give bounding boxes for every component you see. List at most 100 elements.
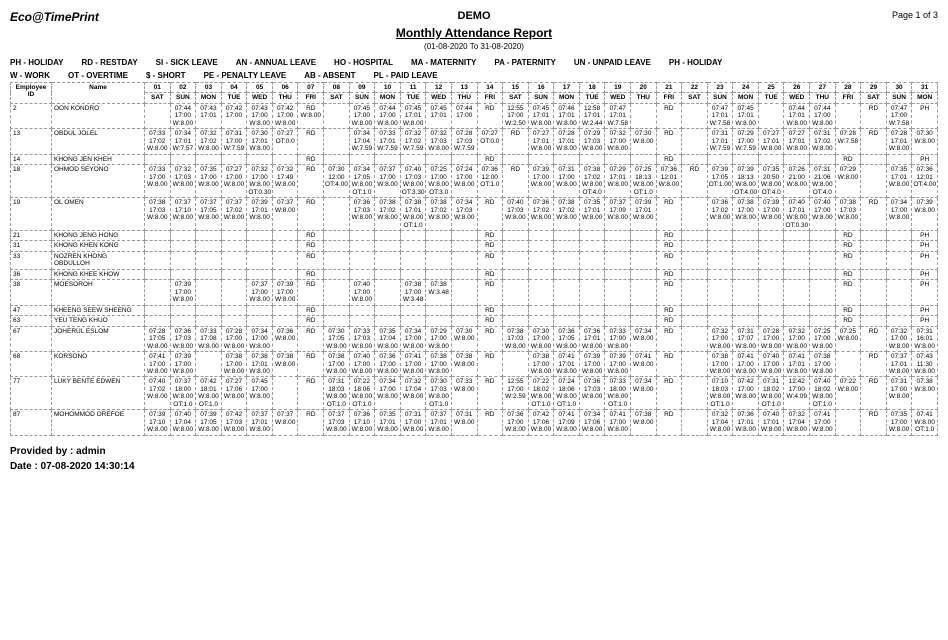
cell-day: 07:3217:00W:8.00 — [784, 326, 810, 351]
cell-day — [630, 316, 656, 326]
cell-day — [554, 316, 580, 326]
cell-day — [886, 154, 912, 164]
cell-day: 07:33W:8.00 — [451, 377, 477, 410]
col-day: 17 — [554, 83, 580, 93]
cell-day: RD — [656, 316, 682, 326]
cell-day — [272, 377, 298, 410]
cell-day: 07:3817:02W:8.00 — [375, 198, 401, 231]
cell-day: RD — [835, 251, 861, 269]
cell-day — [426, 241, 452, 251]
col-day: 09 — [349, 83, 375, 93]
cell-day: 07:2517:00W:8.00OT:3.0 — [426, 165, 452, 198]
col-day: 06 — [272, 83, 298, 93]
cell-day: 07:37W:8.00 — [272, 410, 298, 435]
cell-day: PH — [912, 305, 938, 315]
cell-day: 07:30W:8.00 — [912, 129, 938, 154]
cell-day — [528, 251, 554, 269]
col-day: 28 — [835, 83, 861, 93]
cell-day: PH — [912, 103, 938, 128]
cell-day — [375, 154, 401, 164]
col-day: 29 — [861, 83, 887, 93]
cell-day: RD — [503, 129, 529, 154]
cell-day: 07:3117:02W:8.00 — [810, 129, 836, 154]
col-dow: SUN — [170, 93, 196, 103]
cell-day: 07:4217:03W:8.00 — [221, 410, 247, 435]
cell-day — [503, 230, 529, 240]
cell-day — [196, 230, 222, 240]
cell-day — [375, 251, 401, 269]
cell-day: 07:4517:00W:8.00 — [247, 377, 273, 410]
col-day: 13 — [451, 83, 477, 93]
cell-day: 07:3617:01W:8.00 — [733, 410, 759, 435]
col-day: 20 — [630, 83, 656, 93]
cell-day: RD — [656, 198, 682, 231]
legend-item: PH - HOLIDAY — [10, 58, 64, 67]
cell-day: PH — [912, 251, 938, 269]
cell-day — [682, 280, 708, 305]
cell-day: PH — [912, 269, 938, 279]
cell-day: RD — [656, 269, 682, 279]
cell-day: 07:3017:03W:8.00OT:1.0 — [426, 377, 452, 410]
cell-day: 07:3217:00W:8.00 — [886, 326, 912, 351]
cell-day: 07:3217:49W:8.00 — [272, 165, 298, 198]
cell-day: 07:3817:02W:8.00 — [426, 198, 452, 231]
cell-day — [324, 241, 350, 251]
cell-day: RD — [477, 305, 503, 315]
cell-day — [810, 251, 836, 269]
cell-day — [349, 305, 375, 315]
cell-day — [682, 198, 708, 231]
cell-day: 12:5517:00W:2.50 — [503, 103, 529, 128]
cell-day: 07:3617:00W:8.00 — [503, 410, 529, 435]
cell-day: 07:2817:03W:7.59 — [451, 129, 477, 154]
cell-day — [784, 316, 810, 326]
cell-day — [579, 230, 605, 240]
cell-day: 07:3817:00W:8.00 — [528, 352, 554, 377]
cell-day: 07:3617:03W:8.00 — [579, 377, 605, 410]
cell-day — [886, 280, 912, 305]
cell-day: RD — [656, 377, 682, 410]
cell-day: 07:34W:8.00 — [630, 377, 656, 410]
cell-day: RD — [298, 280, 324, 305]
cell-day: 07:2717:01W:8.00 — [758, 129, 784, 154]
cell-day — [272, 316, 298, 326]
cell-day: 07:3217:02W:7.59 — [400, 129, 426, 154]
cell-day: RD — [477, 269, 503, 279]
cell-day — [861, 280, 887, 305]
cell-day: 07:4417:01W:8.00 — [784, 103, 810, 128]
cell-day: RD — [477, 326, 503, 351]
cell-emp-id: 18 — [11, 165, 52, 198]
cell-day — [707, 251, 733, 269]
cell-day: RD — [298, 154, 324, 164]
cell-day: 07:4017:03W:8.00 — [503, 198, 529, 231]
cell-day: RD — [656, 280, 682, 305]
cell-day — [145, 269, 171, 279]
cell-day — [451, 230, 477, 240]
cell-day: RD — [298, 251, 324, 269]
cell-emp-id: 19 — [11, 198, 52, 231]
table-row: 14KHONG JEN KHEHRDRDRDRDPH — [11, 154, 938, 164]
cell-day — [758, 103, 784, 128]
cell-day — [503, 352, 529, 377]
cell-day — [758, 241, 784, 251]
col-day: 12 — [426, 83, 452, 93]
table-row: 2OON KONDRO07:4417:00W:8.0007:4317:0107:… — [11, 103, 938, 128]
cell-day: 07:3318:00W:8.00OT:1.0 — [605, 377, 631, 410]
cell-day: RD — [835, 280, 861, 305]
cell-day — [605, 280, 631, 305]
cell-day: 07:3017:01W:8.00 — [247, 129, 273, 154]
cell-day — [503, 241, 529, 251]
cell-day: 07:3718:00W:8.00OT:1.0 — [170, 377, 196, 410]
cell-day: PH — [912, 280, 938, 305]
cell-day — [682, 410, 708, 435]
cell-day: 07:3217:04W:8.00 — [784, 410, 810, 435]
cell-day: 07:3317:03W:8.00 — [349, 326, 375, 351]
cell-day: RD — [835, 241, 861, 251]
cell-emp-id: 2 — [11, 103, 52, 128]
table-row: 47KHEENG SEEW SHEENGRDRDRDRDPH — [11, 305, 938, 315]
cell-day: 07:4017:01W:8.00 — [758, 410, 784, 435]
cell-day — [810, 154, 836, 164]
cell-day: 07:3917:00W:8.00 — [605, 352, 631, 377]
cell-day: 07:3417:03W:8.00 — [451, 198, 477, 231]
cell-day — [451, 154, 477, 164]
cell-day — [733, 230, 759, 240]
